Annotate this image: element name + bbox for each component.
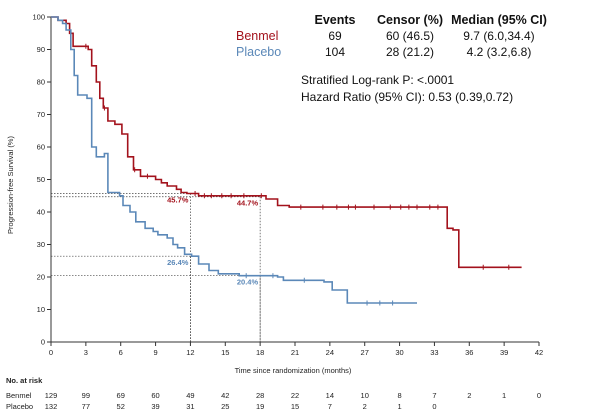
risk-count-benmel: 22 — [291, 391, 299, 400]
risk-count-placebo: 132 — [45, 402, 58, 411]
y-axis-title: Progression-free Survival (%) — [6, 136, 15, 234]
x-tick-label: 18 — [256, 348, 264, 357]
survival-curves — [51, 16, 522, 306]
y-tick-label: 20 — [37, 273, 45, 282]
risk-count-benmel: 129 — [45, 391, 58, 400]
risk-count-benmel: 49 — [186, 391, 194, 400]
risk-count-placebo: 7 — [328, 402, 332, 411]
y-tick-label: 70 — [37, 110, 45, 119]
x-tick-label: 42 — [535, 348, 543, 357]
y-tick-label: 90 — [37, 45, 45, 54]
risk-count-benmel: 2 — [467, 391, 471, 400]
reference-lines — [51, 193, 261, 342]
benmel-curve — [51, 16, 522, 269]
risk-table-title: No. at risk — [6, 376, 43, 385]
x-tick-label: 24 — [326, 348, 334, 357]
x-tick-label: 33 — [430, 348, 438, 357]
risk-count-benmel: 1 — [502, 391, 506, 400]
risk-count-placebo: 15 — [291, 402, 299, 411]
x-tick-label: 6 — [119, 348, 123, 357]
risk-row-label-benmel: Benmel — [6, 391, 32, 400]
x-tick-label: 15 — [221, 348, 229, 357]
censor-header: Censor (%) — [377, 13, 443, 27]
risk-count-placebo: 52 — [117, 402, 125, 411]
risk-count-placebo: 39 — [151, 402, 159, 411]
placebo-median: 4.2 (3.2,6.8) — [467, 45, 532, 59]
annotation-benmel: 44.7% — [237, 199, 259, 208]
x-axis-title: Time since randomization (months) — [235, 366, 352, 375]
y-tick-label: 80 — [37, 78, 45, 87]
risk-count-placebo: 25 — [221, 402, 229, 411]
risk-count-benmel: 0 — [537, 391, 541, 400]
x-tick-label: 0 — [49, 348, 53, 357]
benmel-censor: 60 (46.5) — [386, 29, 434, 43]
risk-count-placebo: 2 — [363, 402, 367, 411]
summary-table: Events Censor (%) Median (95% CI) Benmel… — [236, 13, 547, 59]
risk-count-benmel: 99 — [82, 391, 90, 400]
risk-count-placebo: 31 — [186, 402, 194, 411]
placebo-censor: 28 (21.2) — [386, 45, 434, 59]
hazard-ratio-text: Hazard Ratio (95% CI): 0.53 (0.39,0.72) — [301, 90, 513, 104]
y-tick-label: 50 — [37, 175, 45, 184]
placebo-label: Placebo — [236, 45, 281, 59]
annotation-placebo: 26.4% — [167, 258, 189, 267]
x-tick-label: 12 — [186, 348, 194, 357]
risk-count-benmel: 28 — [256, 391, 264, 400]
x-tick-label: 3 — [84, 348, 88, 357]
x-tick-label: 36 — [465, 348, 473, 357]
risk-table: No. at risk Benmel Placebo 129 99 69 60 49 42… — [6, 376, 541, 411]
y-tick-label: 30 — [37, 240, 45, 249]
risk-row-label-placebo: Placebo — [6, 402, 33, 411]
y-tick-label: 10 — [37, 305, 45, 314]
x-tick-label: 9 — [153, 348, 157, 357]
annotation-placebo: 20.4% — [237, 278, 259, 287]
placebo-curve — [51, 16, 417, 304]
risk-count-benmel: 7 — [432, 391, 436, 400]
risk-count-benmel: 60 — [151, 391, 159, 400]
benmel-events: 69 — [328, 29, 342, 43]
x-tick-label: 21 — [291, 348, 299, 357]
y-tick-label: 0 — [41, 338, 45, 347]
y-tick-label: 60 — [37, 143, 45, 152]
x-tick-label: 27 — [361, 348, 369, 357]
risk-count-placebo: 0 — [432, 402, 436, 411]
risk-count-benmel: 42 — [221, 391, 229, 400]
x-tick-label: 30 — [395, 348, 403, 357]
risk-count-benmel: 14 — [326, 391, 334, 400]
risk-count-benmel: 69 — [117, 391, 125, 400]
annotation-benmel: 45.7% — [167, 195, 189, 204]
benmel-median: 9.7 (6.0,34.4) — [463, 29, 534, 43]
events-header: Events — [315, 13, 356, 27]
risk-count-benmel: 10 — [361, 391, 369, 400]
median-header: Median (95% CI) — [451, 13, 547, 27]
y-tick-label: 40 — [37, 208, 45, 217]
risk-count-benmel: 8 — [397, 391, 401, 400]
x-tick-label: 39 — [500, 348, 508, 357]
risk-count-placebo: 1 — [397, 402, 401, 411]
placebo-events: 104 — [325, 45, 345, 59]
benmel-label: Benmel — [236, 29, 278, 43]
curve-annotations: 45.7% 44.7% 26.4% 20.4% — [167, 195, 258, 286]
logrank-text: Stratified Log-rank P: <.0001 — [301, 73, 454, 87]
y-tick-label: 100 — [32, 13, 45, 22]
risk-count-placebo: 77 — [82, 402, 90, 411]
risk-count-placebo: 19 — [256, 402, 264, 411]
